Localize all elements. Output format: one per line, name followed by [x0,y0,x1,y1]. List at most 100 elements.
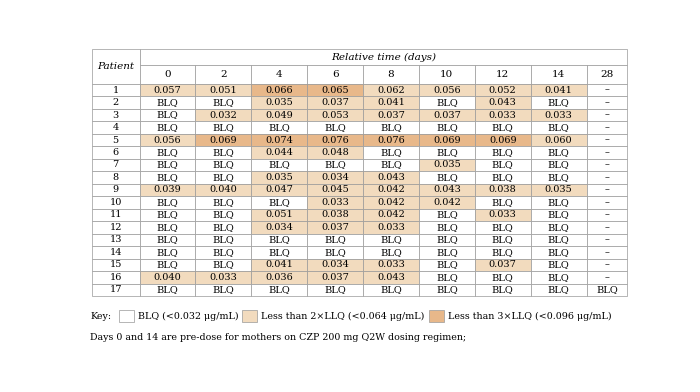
Bar [363,221,419,234]
Bar [307,121,363,134]
Text: 10: 10 [109,198,122,207]
Text: BLQ: BLQ [492,123,514,132]
Text: BLQ: BLQ [380,148,402,157]
Text: 0.041: 0.041 [377,98,405,107]
Bar [139,259,195,271]
Text: BLQ: BLQ [380,285,402,294]
Text: BLQ: BLQ [380,248,402,257]
Text: BLQ: BLQ [596,285,618,294]
Bar [307,196,363,209]
Text: 14: 14 [552,70,565,79]
Text: 28: 28 [601,70,613,79]
Text: 15: 15 [109,260,122,269]
Text: –: – [605,85,610,94]
Bar [251,196,307,209]
Bar [363,196,419,209]
Bar [307,134,363,146]
Text: BLQ: BLQ [213,148,234,157]
Bar [531,171,587,184]
Text: BLQ: BLQ [492,173,514,182]
Text: BLQ: BLQ [157,198,178,207]
Bar [92,134,139,146]
Text: BLQ: BLQ [213,173,234,182]
Text: BLQ: BLQ [436,260,458,269]
Text: 2: 2 [220,70,227,79]
Text: BLQ: BLQ [157,111,178,120]
Text: 0.048: 0.048 [321,148,349,157]
Bar [242,310,258,323]
Bar [92,84,139,96]
Bar [139,49,627,65]
Bar [251,134,307,146]
Text: BLQ: BLQ [436,223,458,232]
Text: –: – [605,198,610,207]
Text: –: – [605,160,610,169]
Text: BLQ: BLQ [492,198,514,207]
Bar [587,234,627,246]
Bar [419,196,475,209]
Text: BLQ: BLQ [324,285,346,294]
Bar [307,259,363,271]
Bar [419,234,475,246]
Text: BLQ: BLQ [213,198,234,207]
Text: 0.037: 0.037 [321,273,349,282]
Text: 0.069: 0.069 [209,136,237,145]
Bar [587,84,627,96]
Text: BLQ (<0.032 μg/mL): BLQ (<0.032 μg/mL) [138,312,239,321]
Text: 0.042: 0.042 [377,198,405,207]
Bar [475,96,531,109]
Text: –: – [605,223,610,232]
Bar [139,109,195,121]
Bar [419,159,475,171]
Bar [587,221,627,234]
Text: BLQ: BLQ [157,173,178,182]
Text: 0.038: 0.038 [489,185,517,194]
Text: BLQ: BLQ [547,123,570,132]
Text: 17: 17 [109,285,122,294]
Bar [419,84,475,96]
Text: 0.044: 0.044 [265,148,293,157]
Bar [475,221,531,234]
Bar [531,159,587,171]
Bar [475,146,531,159]
Bar [419,109,475,121]
Bar [363,96,419,109]
Bar [363,84,419,96]
Text: BLQ: BLQ [324,235,346,244]
Bar [587,271,627,283]
Text: 0.035: 0.035 [265,173,293,182]
Text: 0.076: 0.076 [321,136,349,145]
Bar [587,283,627,296]
Bar [92,283,139,296]
Bar [531,146,587,159]
Bar [475,271,531,283]
Text: BLQ: BLQ [547,273,570,282]
Bar [139,271,195,283]
Bar [307,271,363,283]
Text: 0.033: 0.033 [545,111,573,120]
Text: 0: 0 [164,70,171,79]
Bar [139,84,195,96]
Bar [419,209,475,221]
Bar [307,221,363,234]
Bar [251,96,307,109]
Text: 0.036: 0.036 [265,273,293,282]
Bar [363,65,419,84]
Text: BLQ: BLQ [547,223,570,232]
Bar [531,84,587,96]
Text: BLQ: BLQ [213,260,234,269]
Bar [475,171,531,184]
Text: BLQ: BLQ [492,285,514,294]
Bar [475,209,531,221]
Text: BLQ: BLQ [157,160,178,169]
Text: –: – [605,136,610,145]
Text: –: – [605,211,610,220]
Bar [419,259,475,271]
Text: 0.035: 0.035 [433,160,461,169]
Bar [307,65,363,84]
Bar [139,171,195,184]
Text: BLQ: BLQ [436,123,458,132]
Text: 0.034: 0.034 [321,260,349,269]
Bar [363,234,419,246]
Bar [139,134,195,146]
